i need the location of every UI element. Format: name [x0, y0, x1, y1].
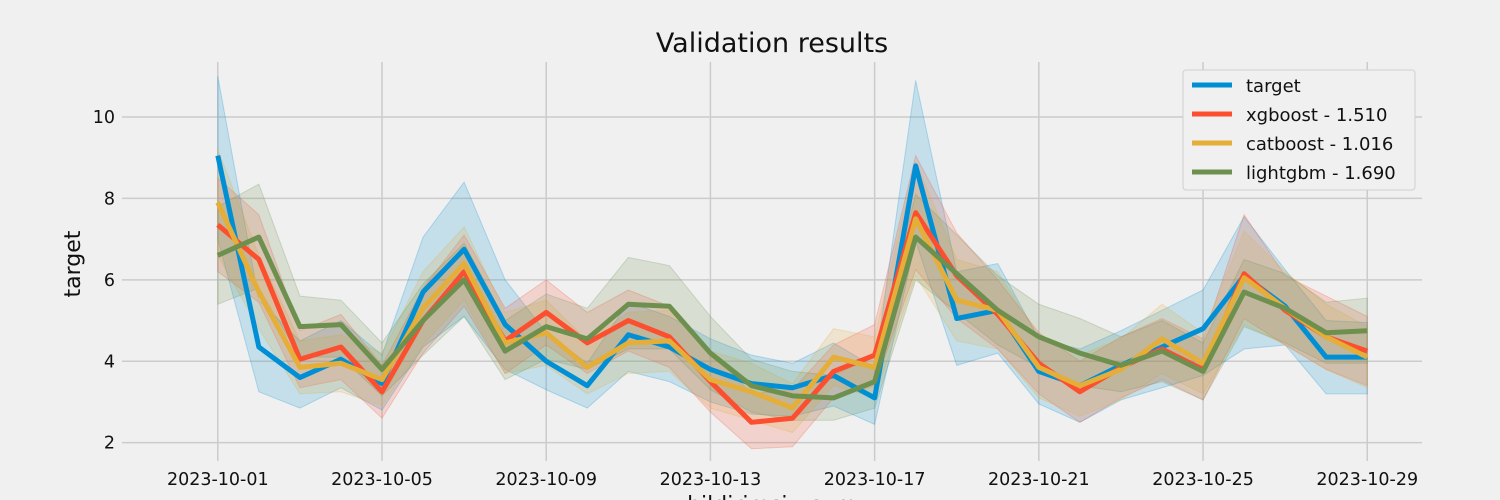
- legend-box: [1182, 69, 1416, 191]
- legend-label-target: target: [1246, 76, 1301, 97]
- x-tick-label: 2023-10-17: [824, 470, 926, 490]
- x-axis-label: bildirimsiz_sum: [687, 493, 857, 500]
- y-tick-label: 8: [104, 189, 115, 209]
- legend-items: target xgboost - 1.510 catboost - 1.016 lig…: [1192, 76, 1396, 184]
- x-tick-label: 2023-10-29: [1316, 470, 1418, 490]
- xgboost-band: [217, 154, 1368, 450]
- y-tick-label: 4: [104, 352, 115, 372]
- x-tick-labels: 2023-10-01 2023-10-05 2023-10-09 2023-10-13…: [167, 470, 1418, 490]
- x-tick-label: 2023-10-25: [1152, 470, 1254, 490]
- y-tick-labels: 2 4 6 8 10: [93, 108, 115, 454]
- y-axis-label: target: [61, 230, 86, 297]
- catboost-band: [217, 149, 1368, 434]
- catboost-line: [215, 201, 1369, 411]
- x-tick-label: 2023-10-09: [495, 470, 597, 490]
- lightgbm-band: [217, 183, 1368, 421]
- target-line: [215, 155, 1368, 401]
- chart-title: Validation results: [656, 28, 888, 59]
- legend-label-xgboost: xgboost - 1.510: [1246, 105, 1387, 126]
- lightgbm-line: [216, 234, 1368, 401]
- y-tick-label: 2: [104, 434, 115, 454]
- x-tick-label: 2023-10-13: [660, 470, 762, 490]
- x-tick-label: 2023-10-05: [331, 470, 433, 490]
- y-tick-label: 10: [93, 108, 115, 128]
- x-tick-label: 2023-10-01: [167, 470, 269, 490]
- x-tick-label: 2023-10-21: [988, 470, 1090, 490]
- legend-label-catboost: catboost - 1.016: [1246, 134, 1393, 155]
- series-lines: [215, 155, 1369, 425]
- y-tick-label: 6: [104, 271, 115, 291]
- legend: target xgboost - 1.510 catboost - 1.016 lig…: [1182, 69, 1416, 191]
- legend-label-lightgbm: lightgbm - 1.690: [1246, 163, 1396, 184]
